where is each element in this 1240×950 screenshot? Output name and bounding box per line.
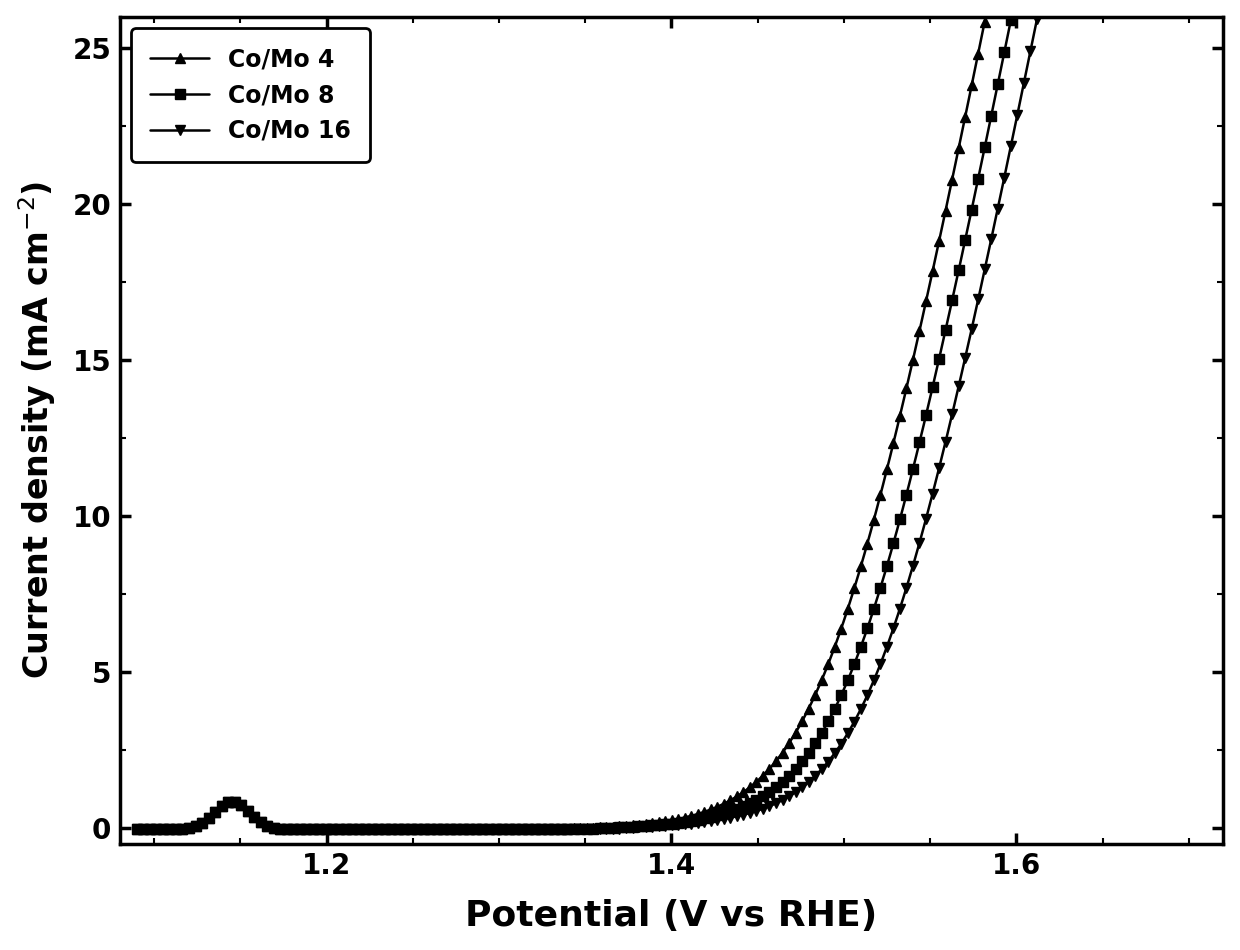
Co/Mo 8: [1185, 0, 1200, 7]
Co/Mo 16: [1185, 0, 1200, 7]
Line: Co/Mo 8: Co/Mo 8: [131, 0, 1228, 834]
X-axis label: Potential (V vs RHE): Potential (V vs RHE): [465, 900, 878, 933]
Co/Mo 4: [630, 819, 645, 830]
Co/Mo 4: [986, 0, 1001, 7]
Co/Mo 16: [1216, 0, 1231, 7]
Co/Mo 16: [1185, 0, 1200, 7]
Co/Mo 8: [1008, 0, 1023, 7]
Co/Mo 4: [185, 822, 200, 833]
Co/Mo 8: [185, 822, 200, 833]
Co/Mo 4: [129, 824, 144, 835]
Co/Mo 4: [1185, 0, 1200, 7]
Co/Mo 16: [986, 226, 1001, 238]
Co/Mo 8: [630, 821, 645, 832]
Co/Mo 8: [337, 824, 352, 835]
Co/Mo 8: [986, 103, 1001, 114]
Co/Mo 8: [1185, 0, 1200, 7]
Co/Mo 4: [1185, 0, 1200, 7]
Co/Mo 16: [129, 824, 144, 835]
Y-axis label: Current density (mA cm$^{-2}$): Current density (mA cm$^{-2}$): [16, 181, 58, 679]
Line: Co/Mo 4: Co/Mo 4: [131, 0, 1228, 834]
Co/Mo 4: [337, 824, 352, 835]
Co/Mo 16: [337, 824, 352, 835]
Co/Mo 8: [129, 824, 144, 835]
Co/Mo 16: [630, 822, 645, 833]
Co/Mo 16: [185, 822, 200, 833]
Co/Mo 8: [658, 819, 673, 830]
Line: Co/Mo 16: Co/Mo 16: [131, 0, 1228, 834]
Co/Mo 4: [1216, 0, 1231, 7]
Co/Mo 16: [1033, 0, 1048, 7]
Co/Mo 4: [982, 0, 997, 7]
Legend: Co/Mo 4, Co/Mo 8, Co/Mo 16: Co/Mo 4, Co/Mo 8, Co/Mo 16: [131, 28, 370, 162]
Co/Mo 16: [658, 820, 673, 831]
Co/Mo 4: [658, 816, 673, 827]
Co/Mo 8: [1216, 0, 1231, 7]
